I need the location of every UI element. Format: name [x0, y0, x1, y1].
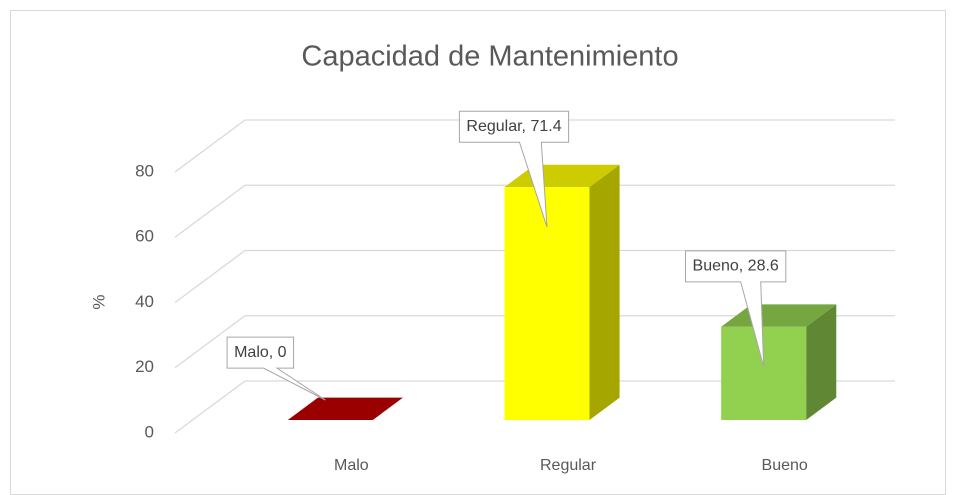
bar [287, 397, 403, 420]
bar-front [721, 326, 807, 420]
data-label: Bueno, 28.6 [693, 258, 779, 275]
y-tick-label: 60 [135, 227, 154, 246]
bar [721, 304, 837, 420]
bar-side [806, 304, 837, 420]
data-label: Malo, 0 [234, 344, 287, 361]
chart-title: Capacidad de Mantenimiento [301, 41, 678, 73]
bar [504, 164, 620, 420]
y-tick-label: 80 [135, 161, 154, 180]
x-tick-label: Malo [334, 457, 369, 474]
x-tick-label: Regular [540, 457, 597, 474]
x-tick-label: Bueno [762, 457, 808, 474]
bar-front [504, 187, 590, 420]
grid-line [174, 249, 895, 304]
grid-line [174, 380, 895, 434]
bar-side [589, 164, 620, 420]
callout-box [458, 110, 570, 228]
y-axis-label: % [89, 294, 108, 309]
bar-top [287, 397, 403, 420]
data-label: Regular, 71.4 [466, 118, 561, 135]
y-tick-label: 40 [135, 292, 154, 311]
y-tick-label: 20 [135, 357, 154, 376]
grid-line [174, 315, 895, 369]
grid-line [174, 184, 895, 238]
callout-box [685, 250, 787, 367]
grid-line [174, 119, 895, 173]
y-tick-label: 0 [145, 422, 154, 441]
callout-box [226, 336, 326, 401]
